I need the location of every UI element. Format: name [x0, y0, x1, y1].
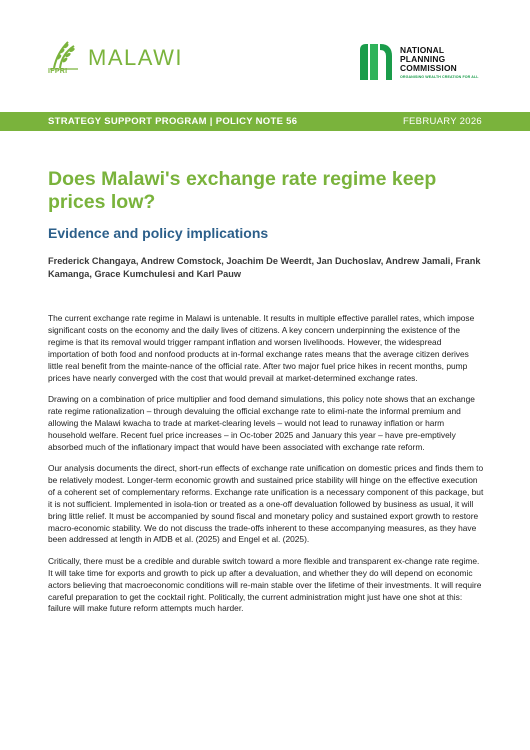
paragraph-4: Critically, there must be a credible and… [48, 555, 482, 614]
document-title: Does Malawi's exchange rate regime keep … [48, 168, 437, 213]
npc-logo: NATIONAL PLANNING COMMISSION ORGANISING … [356, 40, 496, 84]
paragraph-1: The current exchange rate regime in Mala… [48, 313, 475, 383]
npc-name-line2: PLANNING [400, 54, 446, 64]
npc-emblem-icon [360, 44, 392, 80]
body-text: The current exchange rate regime in Mala… [48, 313, 484, 625]
series-band: STRATEGY SUPPORT PROGRAM | POLICY NOTE 5… [0, 112, 530, 131]
paragraph-3: Our analysis documents the direct, short… [48, 462, 484, 545]
npc-tagline: ORGANISING WEALTH CREATION FOR ALL [400, 75, 479, 79]
npc-name-line1: NATIONAL [400, 45, 445, 55]
malawi-label: MALAWI [88, 45, 183, 70]
ifpri-wheat-icon [48, 38, 82, 78]
document-subtitle: Evidence and policy implications [48, 225, 269, 241]
series-label: STRATEGY SUPPORT PROGRAM | POLICY NOTE 5… [48, 116, 298, 127]
npc-name-line3: COMMISSION [400, 63, 457, 73]
ifpri-malawi-logo: IFPRI MALAWI [48, 38, 198, 78]
ifpri-label: IFPRI [48, 68, 68, 75]
publication-date: FEBRUARY 2026 [402, 116, 482, 127]
author-list: Frederick Changaya, Andrew Comstock, Joa… [48, 256, 481, 279]
paragraph-2: Drawing on a combination of price multip… [48, 393, 475, 452]
